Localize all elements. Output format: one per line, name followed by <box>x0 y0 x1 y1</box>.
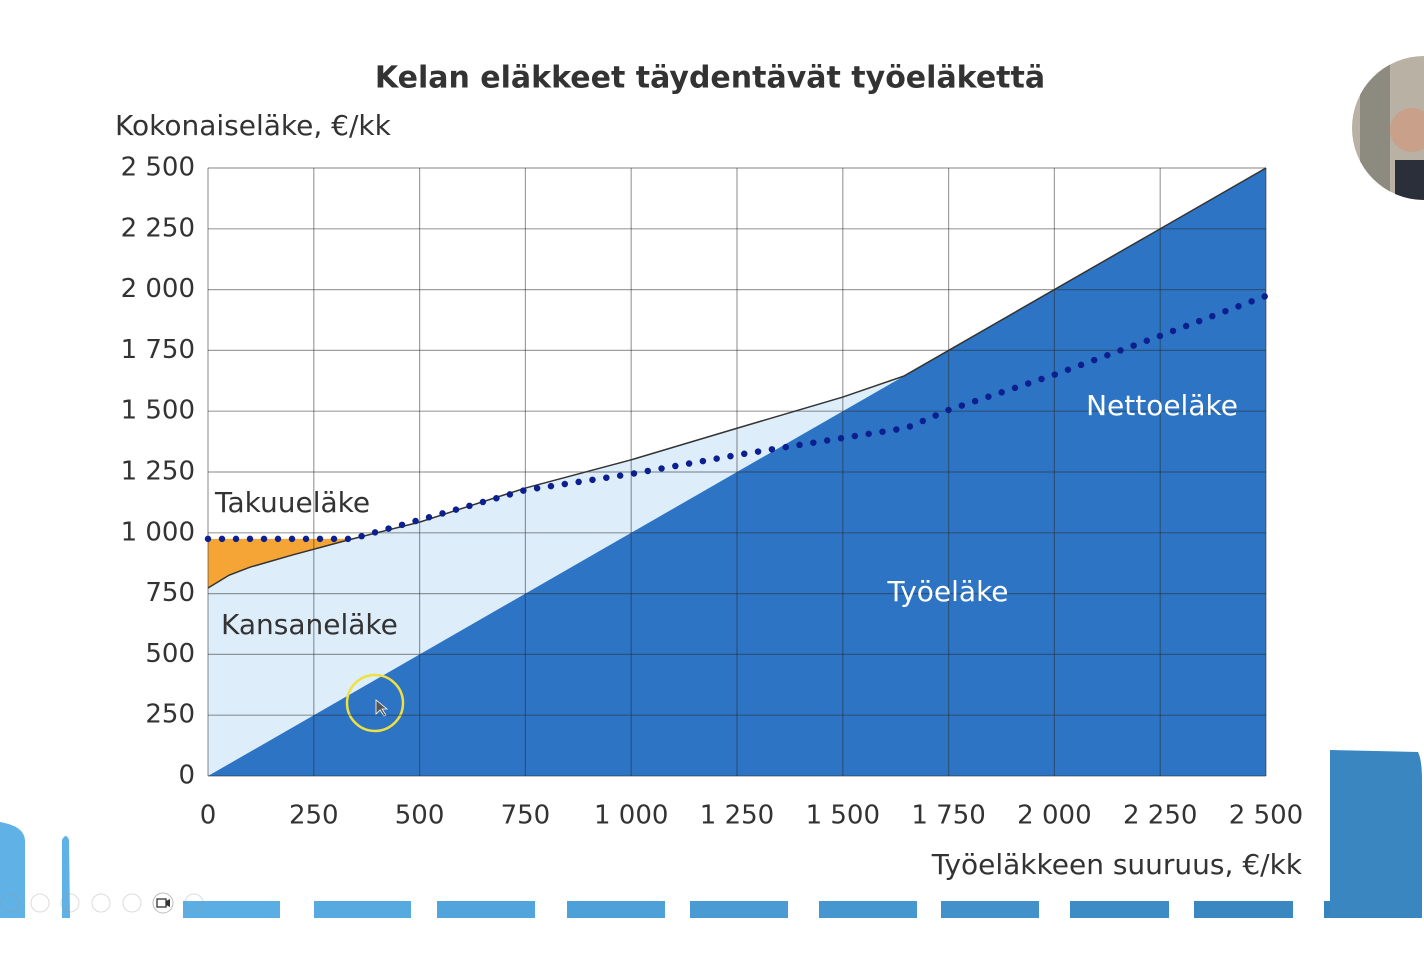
y-tick-label: 2 250 <box>121 213 195 243</box>
x-tick-label: 1 500 <box>806 801 880 831</box>
y-tick-label: 1 000 <box>121 517 195 547</box>
x-tick-label: 1 250 <box>700 801 774 831</box>
y-tick-label: 0 <box>178 761 195 791</box>
y-tick-label: 2 500 <box>121 153 195 183</box>
chart-title: Kelan eläkkeet täydentävät työeläkettä <box>375 61 1045 96</box>
series-label: Kansaneläke <box>221 608 398 641</box>
series-label: Takuueläke <box>214 486 370 519</box>
x-tick-label: 750 <box>501 801 551 831</box>
y-tick-label: 1 250 <box>121 457 195 487</box>
series-label: Nettoeläke <box>1086 389 1238 422</box>
x-axis-title: Työeläkkeen suuruus, €/kk <box>931 848 1303 881</box>
x-tick-label: 2 500 <box>1229 801 1303 831</box>
x-tick-label: 250 <box>289 801 339 831</box>
x-tick-label: 2 250 <box>1123 801 1197 831</box>
cursor-highlight <box>345 673 405 733</box>
toolbar[interactable] <box>0 893 204 913</box>
y-tick-label: 500 <box>145 639 195 669</box>
x-tick-label: 500 <box>395 801 445 831</box>
series-label: Työeläke <box>886 575 1008 608</box>
webcam <box>1352 56 1424 200</box>
slide-decoration <box>0 750 1422 918</box>
x-tick-label: 2 000 <box>1017 801 1091 831</box>
y-tick-label: 250 <box>145 700 195 730</box>
toolbar-camera[interactable] <box>152 892 174 914</box>
x-tick-label: 0 <box>200 801 217 831</box>
y-tick-label: 750 <box>145 578 195 608</box>
x-tick-label: 1 000 <box>594 801 668 831</box>
y-axis-title: Kokonaiseläke, €/kk <box>115 109 392 142</box>
y-tick-label: 1 750 <box>121 335 195 365</box>
y-tick-label: 1 500 <box>121 396 195 426</box>
y-tick-label: 2 000 <box>121 274 195 304</box>
x-tick-label: 1 750 <box>911 801 985 831</box>
